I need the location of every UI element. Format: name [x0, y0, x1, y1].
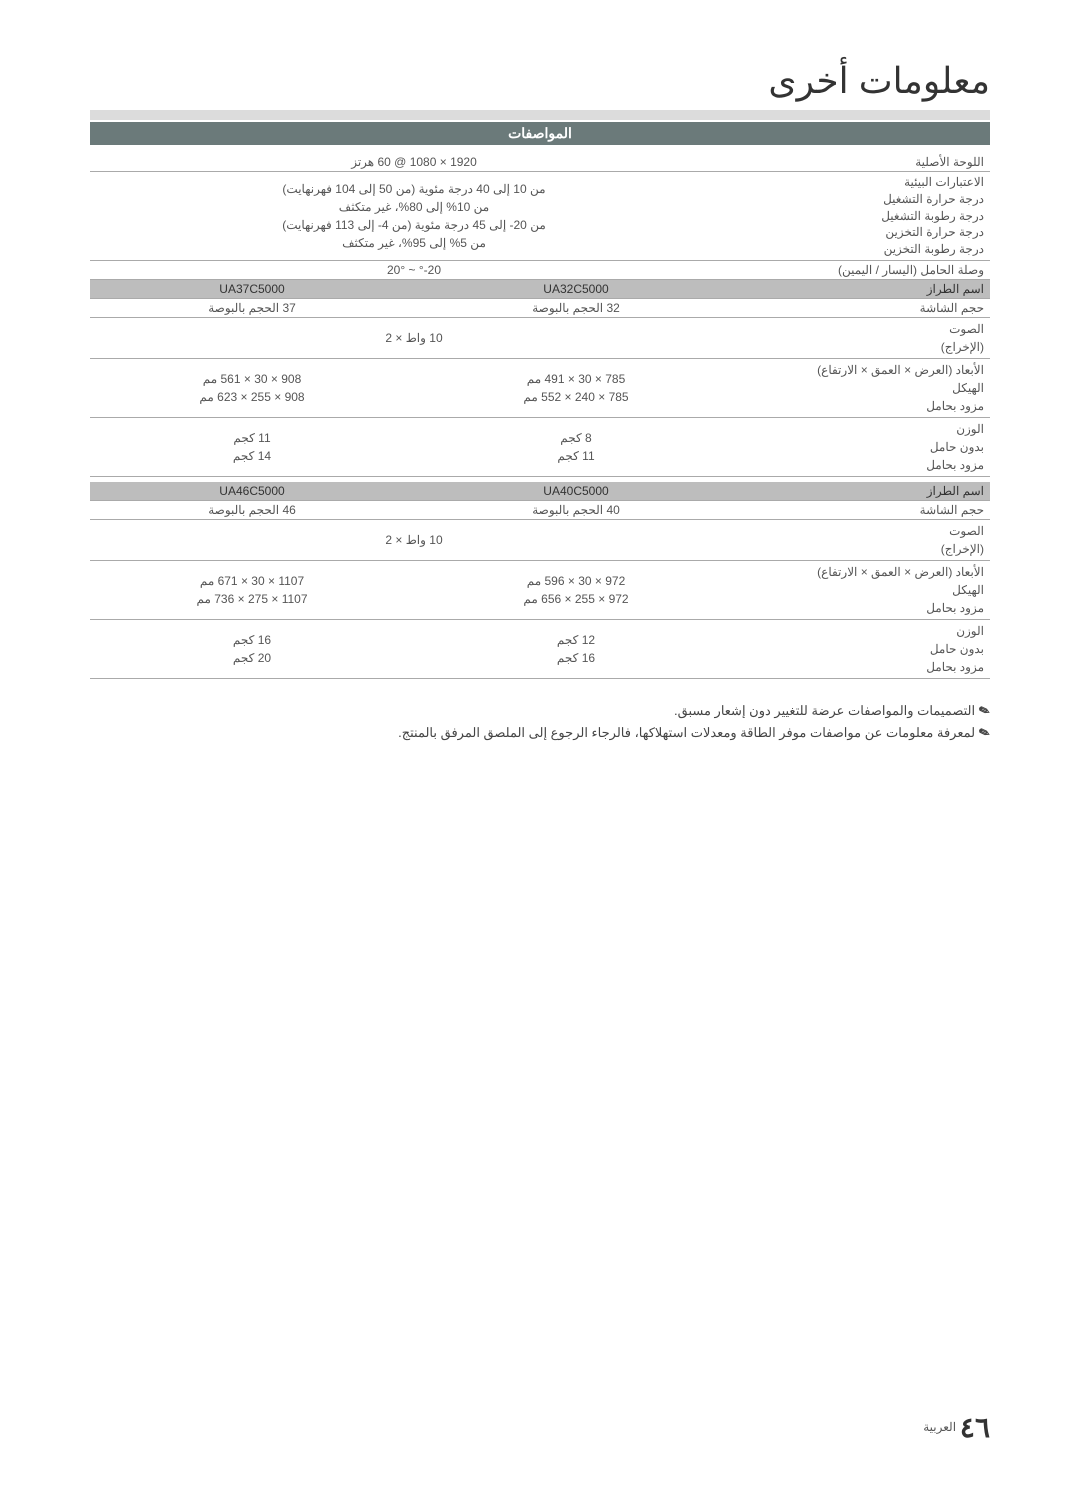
weight-2: 11 كجم 14 كجم	[90, 417, 414, 476]
weight-1: 12 كجم 16 كجم	[414, 620, 738, 679]
screen-1: 40 الحجم بالبوصة	[414, 501, 738, 520]
table-row: الأبعاد (العرض × العمق × الارتفاع) الهيك…	[90, 358, 990, 417]
table-row: اللوحة الأصلية 1920 × 1080 @ 60 هرتز	[90, 153, 990, 172]
specs-table: اللوحة الأصلية 1920 × 1080 @ 60 هرتز الا…	[90, 153, 990, 679]
weight-1: 8 كجم 11 كجم	[414, 417, 738, 476]
model-name-label: اسم الطراز	[738, 482, 990, 501]
note-icon: ✎	[977, 724, 993, 743]
note-text: التصميمات والمواصفات عرضة للتغيير دون إش…	[674, 703, 975, 718]
page-footer: ٤٦ العربية	[923, 1411, 990, 1444]
dim-1: 972 × 30 × 596 مم 972 × 255 × 656 مم	[414, 561, 738, 620]
dim-2: 908 × 30 × 561 مم 908 × 255 × 623 مم	[90, 358, 414, 417]
model-1: UA40C5000	[414, 482, 738, 501]
screen-2: 46 الحجم بالبوصة	[90, 501, 414, 520]
table-row: حجم الشاشة 32 الحجم بالبوصة 37 الحجم بال…	[90, 298, 990, 317]
note-icon: ✎	[977, 702, 993, 721]
note-text: لمعرفة معلومات عن مواصفات موفر الطاقة وم…	[398, 725, 975, 740]
weight-label: الوزن بدون حامل مزود بحامل	[738, 620, 990, 679]
model-2: UA37C5000	[90, 279, 414, 298]
screen-2: 37 الحجم بالبوصة	[90, 298, 414, 317]
table-row: الوزن بدون حامل مزود بحامل 12 كجم 16 كجم…	[90, 620, 990, 679]
page-title: معلومات أخرى	[90, 60, 990, 102]
table-row: الوزن بدون حامل مزود بحامل 8 كجم 11 كجم …	[90, 417, 990, 476]
notes-section: ✎التصميمات والمواصفات عرضة للتغيير دون إ…	[90, 703, 990, 741]
stand-tilt-value: 20-° ~ 20°	[90, 260, 738, 279]
stand-tilt-label: وصلة الحامل (اليسار / اليمين)	[738, 260, 990, 279]
table-row: اسم الطراز UA32C5000 UA37C5000	[90, 279, 990, 298]
sound-value: 10 واط × 2	[90, 520, 738, 561]
screen-size-label: حجم الشاشة	[738, 298, 990, 317]
table-row: اسم الطراز UA40C5000 UA46C5000	[90, 482, 990, 501]
native-panel-value: 1920 × 1080 @ 60 هرتز	[90, 153, 738, 172]
weight-label: الوزن بدون حامل مزود بحامل	[738, 417, 990, 476]
table-row: الأبعاد (العرض × العمق × الارتفاع) الهيك…	[90, 561, 990, 620]
table-row: الصوت (الإخراج) 10 واط × 2	[90, 520, 990, 561]
dimensions-label: الأبعاد (العرض × العمق × الارتفاع) الهيك…	[738, 358, 990, 417]
page-number: ٤٦	[960, 1412, 990, 1443]
language-label: العربية	[923, 1420, 956, 1434]
dim-1: 785 × 30 × 491 مم 785 × 240 × 552 مم	[414, 358, 738, 417]
dim-2: 1107 × 30 × 671 مم 1107 × 275 × 736 مم	[90, 561, 414, 620]
model-1: UA32C5000	[414, 279, 738, 298]
env-values: من 10 إلى 40 درجة مئوية (من 50 إلى 104 ف…	[90, 172, 738, 261]
table-row: الاعتبارات البيئية درجة حرارة التشغيل در…	[90, 172, 990, 261]
sound-label: الصوت (الإخراج)	[738, 317, 990, 358]
specs-section-header: المواصفات	[90, 122, 990, 145]
table-row: الصوت (الإخراج) 10 واط × 2	[90, 317, 990, 358]
sound-value: 10 واط × 2	[90, 317, 738, 358]
screen-size-label: حجم الشاشة	[738, 501, 990, 520]
native-panel-label: اللوحة الأصلية	[738, 153, 990, 172]
weight-2: 16 كجم 20 كجم	[90, 620, 414, 679]
note-item: ✎لمعرفة معلومات عن مواصفات موفر الطاقة و…	[90, 725, 990, 741]
table-row: حجم الشاشة 40 الحجم بالبوصة 46 الحجم بال…	[90, 501, 990, 520]
table-row: وصلة الحامل (اليسار / اليمين) 20-° ~ 20°	[90, 260, 990, 279]
model-2: UA46C5000	[90, 482, 414, 501]
env-labels: الاعتبارات البيئية درجة حرارة التشغيل در…	[738, 172, 990, 261]
note-item: ✎التصميمات والمواصفات عرضة للتغيير دون إ…	[90, 703, 990, 719]
sound-label: الصوت (الإخراج)	[738, 520, 990, 561]
model-name-label: اسم الطراز	[738, 279, 990, 298]
dimensions-label: الأبعاد (العرض × العمق × الارتفاع) الهيك…	[738, 561, 990, 620]
title-accent-bar	[90, 110, 990, 120]
screen-1: 32 الحجم بالبوصة	[414, 298, 738, 317]
